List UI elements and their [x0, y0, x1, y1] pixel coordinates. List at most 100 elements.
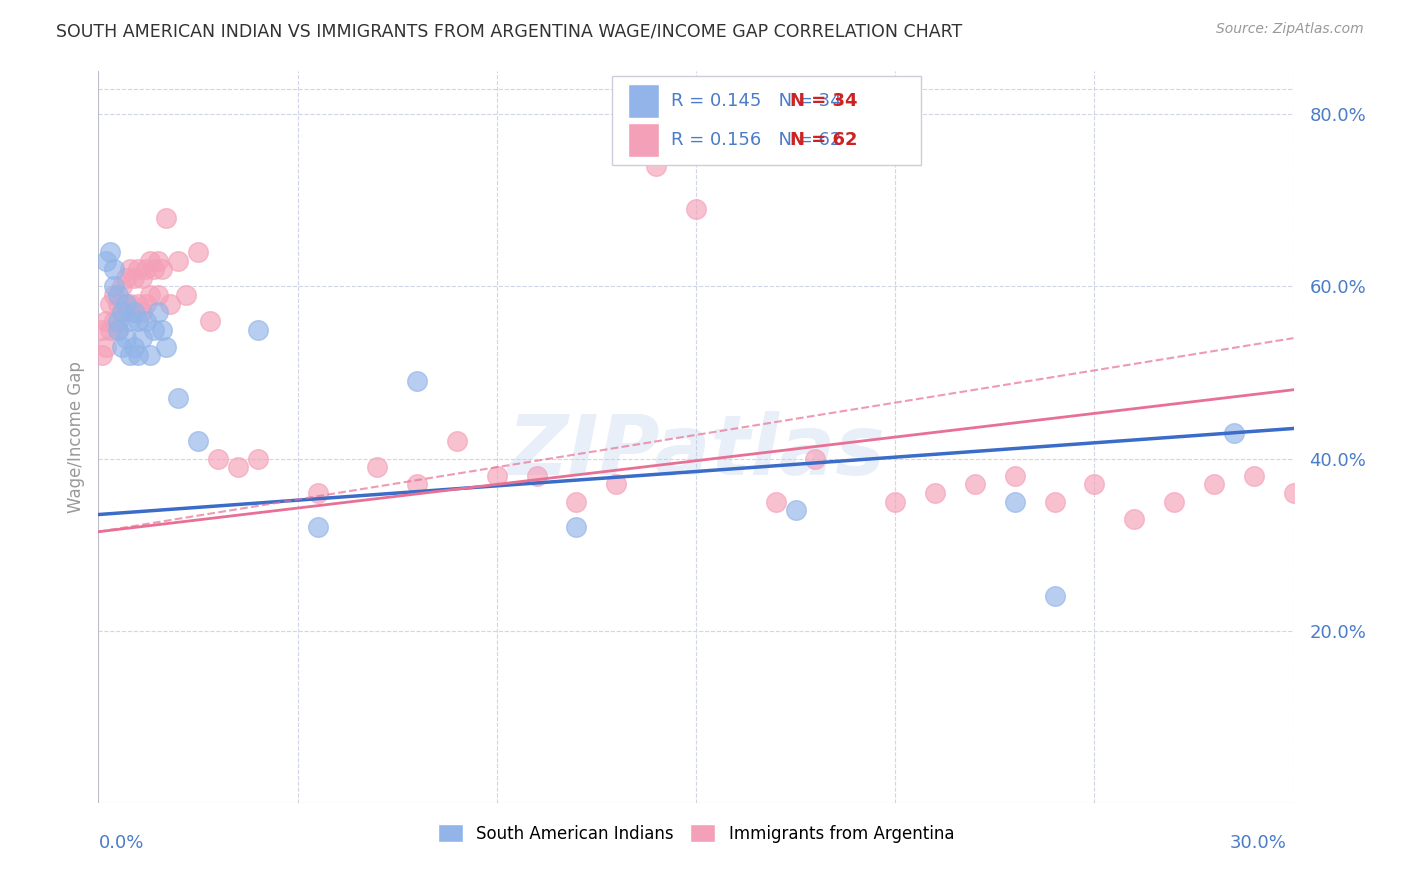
Point: [1004, 468, 1026, 483]
Point: [804, 451, 827, 466]
Point: [139, 348, 162, 362]
Point: [103, 288, 125, 302]
Point: [124, 340, 146, 354]
Point: [111, 305, 134, 319]
Y-axis label: Wage/Income Gap: Wage/Income Gap: [66, 361, 84, 513]
Point: [155, 340, 177, 354]
Point: [526, 468, 548, 483]
Point: [107, 322, 129, 336]
Point: [103, 262, 125, 277]
Point: [96, 253, 118, 268]
Point: [98, 245, 122, 260]
Text: Source: ZipAtlas.com: Source: ZipAtlas.com: [1216, 22, 1364, 37]
Point: [139, 288, 162, 302]
Point: [96, 340, 118, 354]
Point: [963, 477, 986, 491]
Point: [485, 468, 508, 483]
Point: [446, 434, 468, 449]
Point: [120, 348, 142, 362]
Point: [1243, 468, 1265, 483]
Point: [565, 494, 588, 508]
Point: [148, 305, 170, 319]
Point: [765, 494, 787, 508]
Point: [107, 322, 129, 336]
Point: [155, 211, 177, 225]
Point: [1123, 512, 1146, 526]
Point: [198, 314, 221, 328]
Point: [103, 314, 125, 328]
Text: ZIPatlas: ZIPatlas: [508, 411, 884, 492]
Point: [159, 296, 181, 310]
Point: [174, 288, 197, 302]
Point: [103, 279, 125, 293]
Point: [1163, 494, 1185, 508]
Text: N = 34: N = 34: [790, 92, 858, 110]
Point: [645, 159, 668, 173]
Point: [148, 253, 170, 268]
Point: [135, 296, 157, 310]
Text: N = 62: N = 62: [790, 131, 858, 149]
Text: R = 0.145   N = 34: R = 0.145 N = 34: [671, 92, 841, 110]
Point: [1083, 477, 1105, 491]
Point: [131, 331, 153, 345]
Point: [187, 245, 209, 260]
Point: [1004, 494, 1026, 508]
Point: [187, 434, 209, 449]
Point: [107, 314, 129, 328]
Point: [107, 296, 129, 310]
Point: [148, 288, 170, 302]
Point: [115, 331, 138, 345]
Point: [1043, 494, 1066, 508]
Text: R = 0.156   N = 62: R = 0.156 N = 62: [671, 131, 841, 149]
Point: [785, 503, 807, 517]
Point: [366, 460, 388, 475]
Point: [1282, 486, 1305, 500]
Point: [406, 374, 429, 388]
Point: [124, 305, 146, 319]
Point: [98, 322, 122, 336]
Point: [127, 262, 149, 277]
Point: [884, 494, 907, 508]
Point: [685, 202, 707, 216]
Point: [307, 520, 329, 534]
Point: [120, 296, 142, 310]
Point: [605, 477, 627, 491]
Point: [111, 340, 134, 354]
Point: [150, 322, 173, 336]
Text: 30.0%: 30.0%: [1230, 834, 1286, 852]
Point: [107, 288, 129, 302]
Point: [127, 296, 149, 310]
Point: [127, 348, 149, 362]
Point: [406, 477, 429, 491]
Point: [131, 271, 153, 285]
Point: [98, 296, 122, 310]
Point: [1223, 425, 1246, 440]
Point: [135, 262, 157, 277]
Point: [143, 262, 166, 277]
Point: [226, 460, 249, 475]
Point: [111, 305, 134, 319]
Point: [1202, 477, 1225, 491]
Point: [1043, 589, 1066, 603]
Point: [135, 314, 157, 328]
Point: [124, 271, 146, 285]
Point: [91, 322, 114, 336]
Point: [150, 262, 173, 277]
Point: [139, 253, 162, 268]
Point: [115, 271, 138, 285]
Point: [924, 486, 946, 500]
Point: [207, 451, 229, 466]
Point: [111, 279, 134, 293]
Point: [115, 296, 138, 310]
Point: [127, 314, 149, 328]
Point: [246, 451, 269, 466]
Point: [307, 486, 329, 500]
Point: [96, 314, 118, 328]
Point: [120, 262, 142, 277]
Point: [143, 322, 166, 336]
Text: SOUTH AMERICAN INDIAN VS IMMIGRANTS FROM ARGENTINA WAGE/INCOME GAP CORRELATION C: SOUTH AMERICAN INDIAN VS IMMIGRANTS FROM…: [56, 22, 963, 40]
Point: [120, 314, 142, 328]
Point: [115, 296, 138, 310]
Point: [167, 253, 190, 268]
Point: [565, 520, 588, 534]
